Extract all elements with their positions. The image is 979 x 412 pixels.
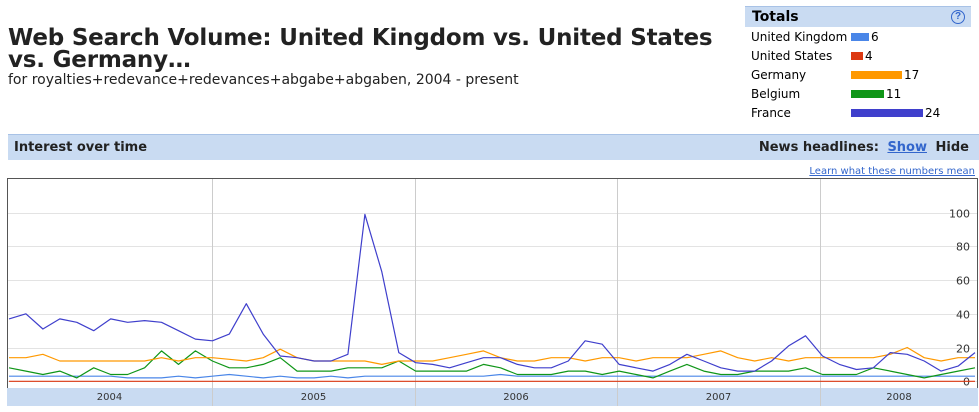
plot-frame [7,178,978,389]
interest-chart: 0 20 40 60 80 100 2004 2005 2006 2007 2008 [7,178,978,406]
x-tick-label: 2007 [706,392,731,403]
totals-row-label: Belgium [751,87,801,101]
x-tick-label: 2006 [503,392,528,403]
y-tick-label: 60 [956,275,970,288]
series-line-united-kingdom [9,373,975,379]
learn-numbers-link[interactable]: Learn what these numbers mean [809,166,975,177]
totals-bar [851,52,863,60]
totals-row-label: United Kingdom [751,30,848,44]
news-headlines-label: News headlines: [758,140,879,155]
page-subtitle: for royalties+redevance+redevances+abgab… [8,72,519,88]
help-icon[interactable]: ? [951,10,965,24]
totals-panel: Totals ? United Kingdom 6 United States 4 Ge… [745,6,971,122]
x-axis-band [7,388,978,406]
totals-title: Totals [752,9,799,25]
totals-bar [851,71,902,79]
totals-row-label: France [751,106,791,120]
totals-row: France 24 [745,103,971,122]
y-tick-label: 20 [956,343,970,356]
y-tick-label: 100 [949,208,970,221]
y-tick-label: 0 [963,376,970,389]
totals-row-value: 24 [925,106,941,120]
totals-row: United Kingdom 6 [745,27,971,46]
totals-list: United Kingdom 6 United States 4 Germany 17 Be… [745,27,971,122]
y-tick-label: 80 [956,241,970,254]
totals-row-value: 4 [865,49,873,63]
totals-row: Germany 17 [745,65,971,84]
totals-row: Belgium 11 [745,84,971,103]
x-tick-label: 2004 [97,392,122,403]
totals-bar [851,90,884,98]
page-title: Web Search Volume: United Kingdom vs. Un… [8,25,713,73]
news-headlines-control: News headlines: Show Hide [759,140,969,155]
series-line-belgium [8,350,976,379]
totals-row-value: 6 [871,30,879,44]
totals-row-value: 11 [886,87,902,101]
y-tick-label: 40 [956,309,970,322]
totals-bar [851,33,869,41]
totals-row: United States 4 [745,46,971,65]
x-tick-label: 2008 [886,392,911,403]
totals-row-value: 17 [904,68,920,82]
totals-row-label: United States [751,49,833,63]
series-line-france [8,213,976,372]
section-title: Interest over time [14,140,148,155]
x-tick-label: 2005 [301,392,326,403]
hide-news-label[interactable]: Hide [935,140,969,155]
series-line-germany [9,346,975,365]
interest-over-time-header: Interest over time News headlines: Show … [8,134,979,160]
show-news-link[interactable]: Show [887,140,927,155]
totals-bar [851,109,923,117]
totals-header: Totals ? [745,6,971,27]
totals-row-label: Germany [751,68,807,82]
